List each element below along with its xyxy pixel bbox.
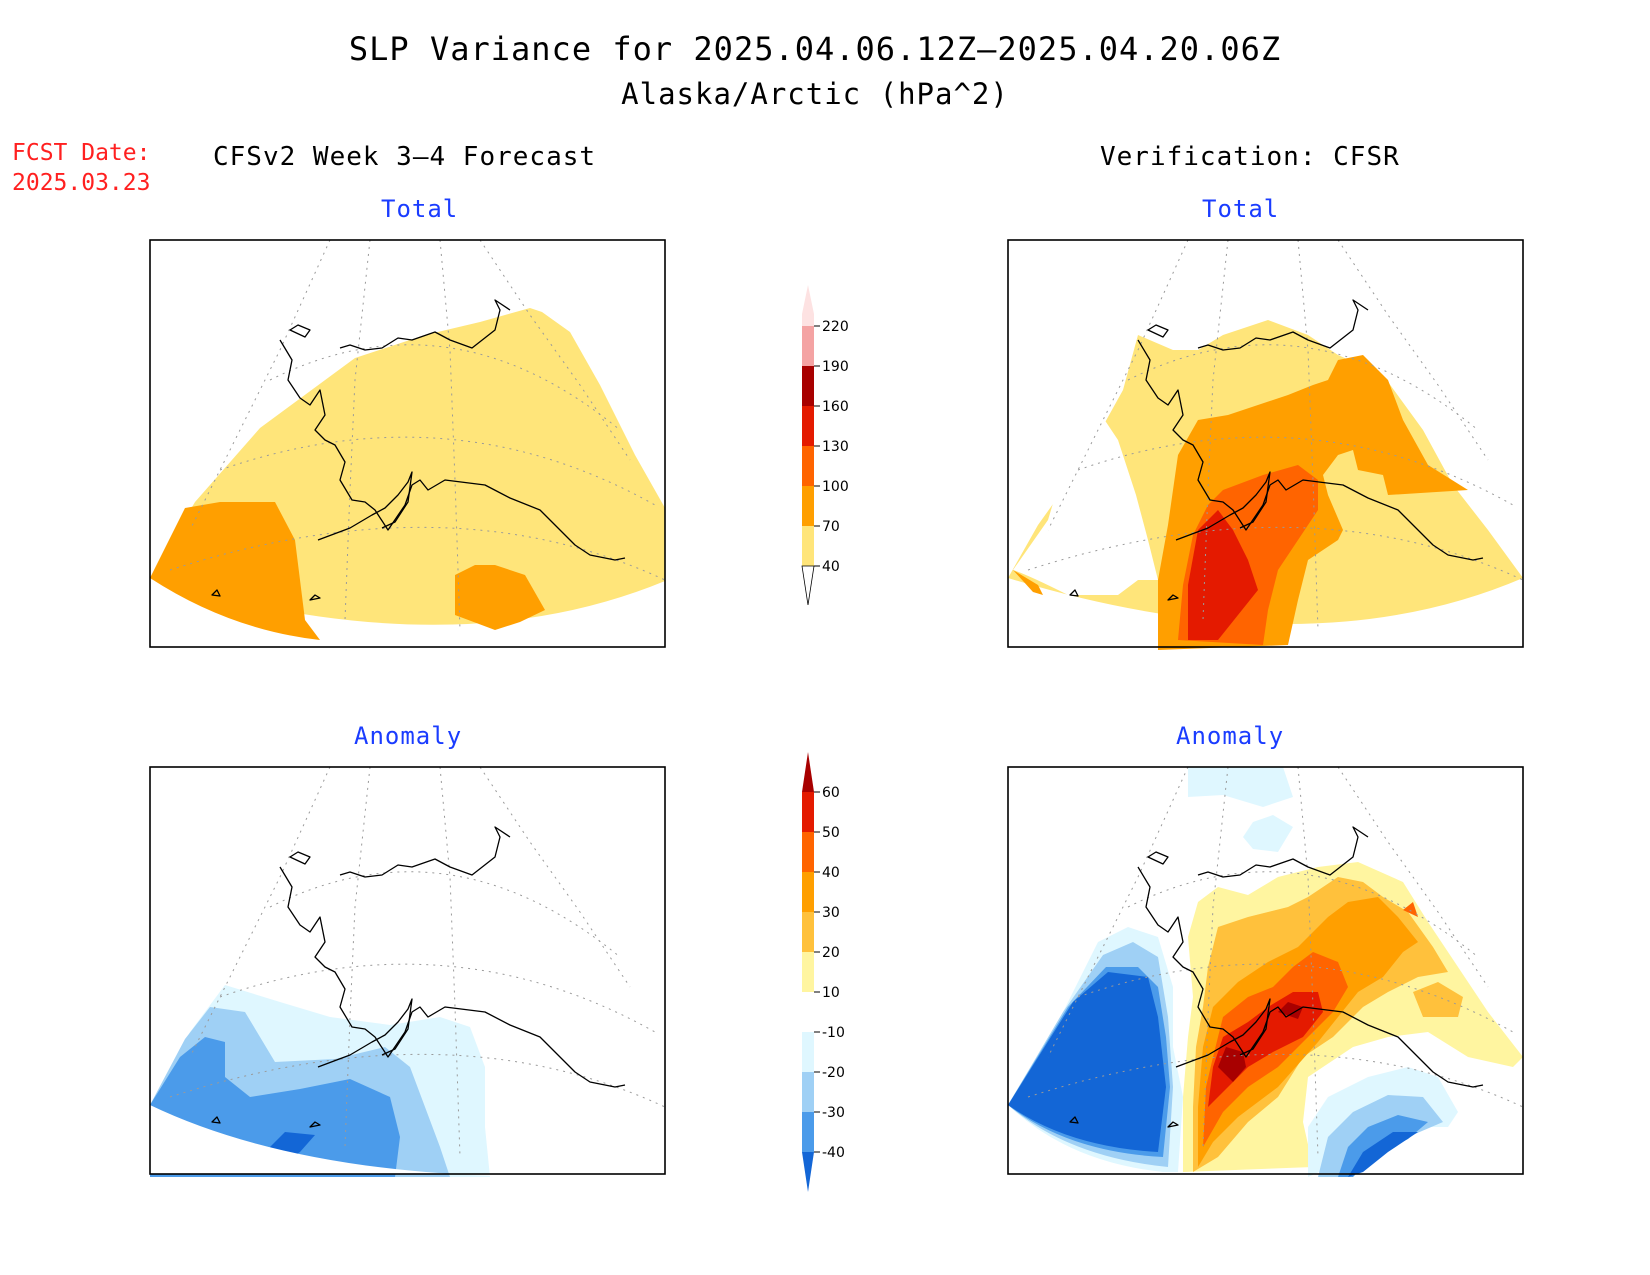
verification-anomaly-field [1008, 767, 1523, 1177]
verification-anomaly-frame [1007, 766, 1524, 1175]
anomaly-colorbar-top-cap [802, 752, 814, 792]
forecast-anomaly-frame [149, 766, 666, 1175]
forecast-total-panel [150, 239, 666, 640]
anomaly-colorbar-bin-50-60 [802, 792, 814, 832]
fcst-date: FCST Date: 2025.03.23 [12, 138, 150, 198]
anomaly-colorbar-bin-20-30 [802, 912, 814, 952]
forecast-total-title: Total [381, 195, 459, 223]
anomaly-colorbar-label-10: 10 [822, 985, 840, 1001]
total-colorbar-bin-130-160 [802, 406, 814, 446]
forecast-total-coastline [211, 299, 626, 601]
forecast-total-graticule [169, 239, 666, 631]
anomaly-colorbar-label-60: 60 [822, 785, 840, 801]
fcst-date-value: 2025.03.23 [12, 170, 151, 196]
anomaly-colorbar-bin-40-50 [802, 832, 814, 872]
verification-total-title: Total [1202, 195, 1280, 223]
total-colorbar-label-70: 70 [822, 519, 840, 535]
total-colorbar-bin-70-100 [802, 486, 814, 526]
anomaly-colorbar-label-m10: -10 [822, 1025, 845, 1041]
total-colorbar-label-190: 190 [822, 359, 849, 375]
page-title: SLP Variance for 2025.04.06.12Z—2025.04.… [348, 30, 1282, 68]
total-colorbar-bin-220-plus [802, 314, 814, 326]
anomaly-colorbar-bin-m30-m20 [802, 1072, 814, 1112]
total-colorbar-bin-100-130 [802, 446, 814, 486]
verification-total-coastline [1069, 299, 1484, 601]
total-colorbar-bin-190-220 [802, 326, 814, 366]
forecast-anomaly-graticule [169, 766, 666, 1158]
anomaly-colorbar-bottom-cap [802, 1152, 814, 1192]
anomaly-colorbar-label-20: 20 [822, 945, 840, 961]
total-colorbar-bin-160-190 [802, 366, 814, 406]
total-colorbar-label-100: 100 [822, 479, 849, 495]
forecast-anomaly-field [150, 982, 665, 1177]
total-colorbar-label-220: 220 [822, 319, 849, 335]
anomaly-colorbar-bin-m20-m10 [802, 1032, 814, 1072]
anomaly-colorbar-bin-30-40 [802, 872, 814, 912]
page-subtitle: Alaska/Arctic (hPa^2) [621, 77, 1009, 111]
anomaly-colorbar-label-50: 50 [822, 825, 840, 841]
forecast-anomaly-coastline [211, 826, 626, 1128]
forecast-anomaly-title: Anomaly [354, 722, 463, 750]
total-colorbar-top-cap [802, 285, 814, 314]
verification-anomaly-panel [1008, 766, 1524, 1177]
verification-total-graticule [1027, 239, 1524, 631]
anomaly-colorbar-bin-m40-m30 [802, 1112, 814, 1152]
anomaly-colorbar-bin-10-20 [802, 952, 814, 992]
total-colorbar-bottom-cap [801, 565, 815, 606]
fcst-date-label: FCST Date: [12, 140, 151, 166]
verification-anomaly-coastline [1069, 826, 1484, 1128]
verification-total-panel [1008, 239, 1524, 650]
total-colorbar: 220 190 160 130 100 70 40 [801, 285, 849, 606]
total-colorbar-label-160: 160 [822, 399, 849, 415]
anomaly-colorbar-label-m20: -20 [822, 1065, 845, 1081]
forecast-total-frame [149, 239, 666, 648]
total-colorbar-label-130: 130 [822, 439, 849, 455]
anomaly-colorbar-label-m40: -40 [822, 1145, 845, 1161]
verification-heading: Verification: CFSR [1100, 142, 1400, 172]
forecast-heading: CFSv2 Week 3—4 Forecast [213, 142, 597, 172]
total-colorbar-bin-40-70 [802, 526, 814, 566]
anomaly-colorbar-bin-m10-10 [802, 992, 814, 1032]
forecast-total-field [150, 308, 665, 640]
verification-anomaly-title: Anomaly [1176, 722, 1285, 750]
verification-total-field [1008, 320, 1523, 650]
verification-anomaly-graticule [1027, 766, 1524, 1158]
anomaly-colorbar-label-30: 30 [822, 905, 840, 921]
forecast-anomaly-panel [150, 766, 666, 1177]
anomaly-colorbar: 60 50 40 30 20 10 -10 -20 -30 -40 [802, 752, 845, 1192]
total-colorbar-label-40: 40 [822, 559, 840, 575]
anomaly-colorbar-label-m30: -30 [822, 1105, 845, 1121]
anomaly-colorbar-label-40: 40 [822, 865, 840, 881]
verification-total-frame [1007, 239, 1524, 648]
